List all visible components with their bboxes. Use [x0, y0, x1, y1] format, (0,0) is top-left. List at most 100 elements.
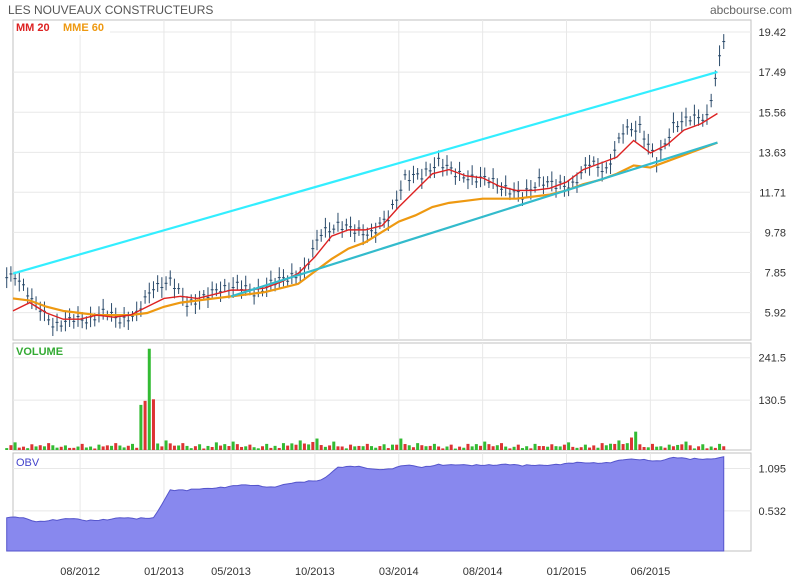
- volume-bar: [252, 447, 256, 450]
- volume-bar: [634, 431, 638, 450]
- volume-bar: [294, 444, 298, 450]
- volume-bar: [495, 445, 499, 450]
- price-marks: [5, 34, 726, 337]
- volume-bar: [445, 446, 449, 450]
- volume-bar: [428, 445, 432, 450]
- volume-bar: [97, 444, 101, 450]
- volume-bar: [533, 443, 537, 450]
- volume-bar: [122, 447, 126, 450]
- volume-bar: [290, 443, 294, 450]
- obv-label: OBV: [16, 457, 40, 469]
- volume-bar: [546, 446, 550, 450]
- y-tick-label: 5.92: [765, 308, 786, 320]
- x-tick-label: 10/2013: [295, 566, 335, 578]
- volume-panel: [12, 342, 752, 451]
- volume-bar: [617, 440, 621, 450]
- volume-bar: [629, 437, 633, 450]
- volume-bar: [550, 444, 554, 450]
- volume-bar: [650, 443, 654, 450]
- volume-bar: [323, 446, 327, 450]
- volume-bar: [227, 446, 231, 450]
- y-tick-label: 13.63: [758, 147, 786, 159]
- volume-bar: [676, 444, 680, 450]
- volume-bar: [105, 445, 109, 450]
- volume-bar: [47, 443, 51, 450]
- volume-bar: [349, 444, 353, 450]
- volume-bar: [135, 447, 139, 450]
- volume-bar: [198, 444, 202, 450]
- volume-grid: [13, 343, 751, 450]
- volume-bar: [189, 448, 193, 450]
- volume-bar: [646, 447, 650, 450]
- volume-bar: [206, 445, 210, 450]
- source-label: abcbourse.com: [710, 3, 792, 17]
- volume-bar: [328, 445, 332, 450]
- volume-bar: [193, 446, 197, 450]
- volume-bar: [131, 443, 135, 450]
- volume-bar: [277, 447, 281, 450]
- volume-bar: [26, 448, 30, 450]
- volume-bar: [575, 447, 579, 450]
- volume-bar: [491, 446, 495, 450]
- volume-bar: [38, 445, 42, 450]
- volume-y-axis: 241.5 130.5: [758, 353, 786, 407]
- volume-bar: [437, 446, 441, 450]
- volume-bar: [655, 446, 659, 450]
- volume-bar: [365, 443, 369, 450]
- volume-bar: [692, 448, 696, 450]
- volume-bar: [621, 444, 625, 450]
- volume-bar: [713, 447, 717, 450]
- volume-bar: [462, 447, 466, 450]
- volume-bar: [353, 446, 357, 450]
- x-tick-label: 08/2012: [60, 566, 100, 578]
- y-tick-label: 0.532: [758, 506, 786, 518]
- volume-bar: [172, 445, 176, 450]
- x-tick-label: 05/2013: [211, 566, 251, 578]
- volume-bar: [319, 445, 323, 450]
- volume-bar: [240, 446, 244, 450]
- y-tick-label: 11.71: [759, 187, 786, 199]
- volume-bar: [600, 443, 604, 450]
- volume-bar: [260, 446, 264, 450]
- volume-bar: [13, 442, 17, 450]
- volume-bar: [139, 404, 143, 450]
- volume-bar: [151, 399, 155, 450]
- volume-bar: [332, 441, 336, 450]
- volume-bar: [168, 443, 172, 450]
- x-tick-label: 01/2013: [144, 566, 184, 578]
- volume-bar: [671, 446, 675, 450]
- volume-bar: [537, 446, 541, 450]
- volume-bar: [432, 443, 436, 450]
- volume-bar: [244, 446, 248, 450]
- volume-bar: [525, 446, 529, 450]
- y-tick-label: 241.5: [758, 353, 786, 365]
- volume-bar: [370, 446, 374, 450]
- volume-bar: [508, 448, 512, 450]
- volume-bar: [541, 446, 545, 450]
- volume-bar: [118, 445, 122, 450]
- volume-bar: [357, 445, 361, 450]
- volume-bar: [453, 448, 457, 450]
- chart-title: LES NOUVEAUX CONSTRUCTEURS: [8, 3, 213, 17]
- volume-bar: [9, 445, 13, 450]
- obv-area: [6, 456, 725, 552]
- volume-bar: [697, 446, 701, 450]
- price-panel: [12, 19, 752, 341]
- price-y-axis: 19.42 17.49 15.56 13.63 11.71 9.78 7.85 5.92: [758, 27, 786, 320]
- volume-bar: [110, 445, 114, 450]
- volume-bar: [613, 443, 617, 450]
- volume-bar: [420, 445, 424, 450]
- volume-bar: [235, 444, 239, 450]
- volume-bar: [441, 448, 445, 450]
- volume-bar: [202, 448, 206, 450]
- volume-bar: [604, 445, 608, 450]
- trendline-upper: [12, 70, 718, 275]
- volume-bar: [407, 445, 411, 450]
- y-tick-label: 19.42: [758, 27, 786, 39]
- volume-bar: [659, 446, 663, 450]
- volume-bars: [5, 348, 726, 450]
- volume-bar: [718, 443, 722, 450]
- volume-bar: [181, 443, 185, 450]
- volume-bar: [34, 446, 38, 450]
